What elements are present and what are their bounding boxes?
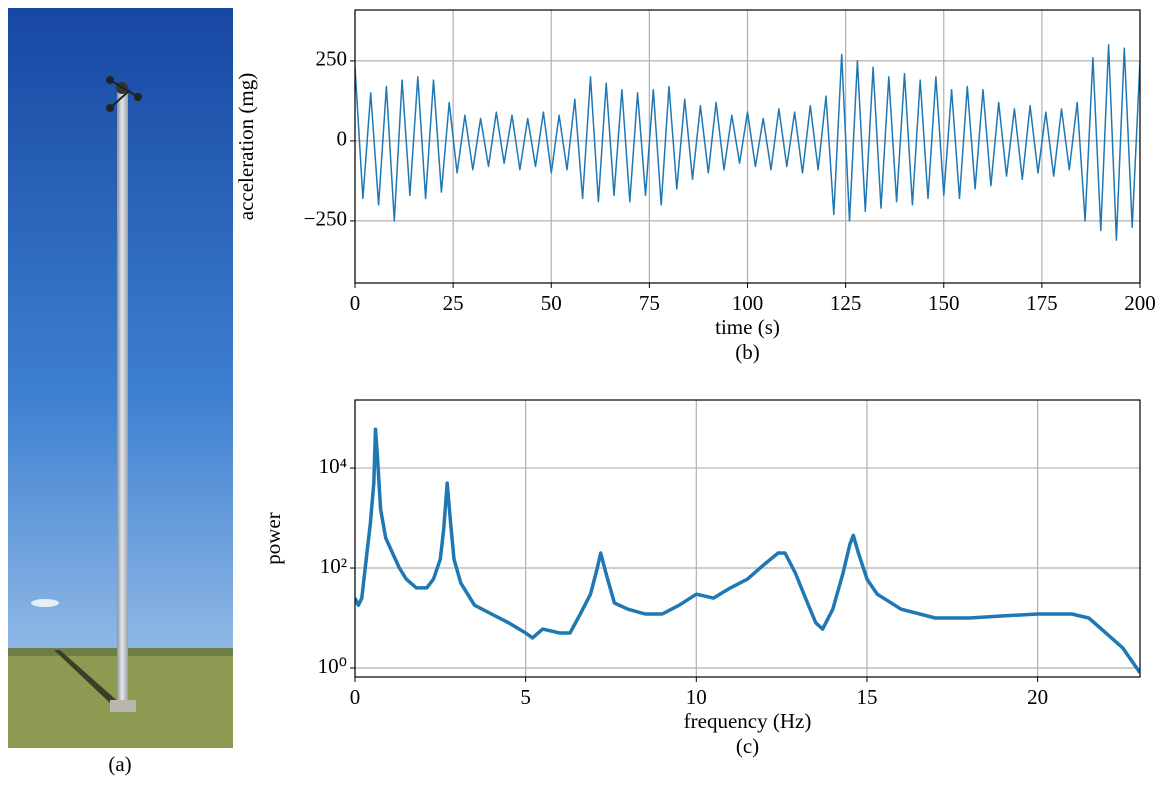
y-axis-label: acceleration (mg)	[234, 73, 258, 221]
x-tick-label: 15	[856, 685, 877, 709]
x-tick-label: 5	[520, 685, 531, 709]
x-tick-label: 10	[686, 685, 707, 709]
x-tick-label: 125	[830, 291, 862, 315]
chart-caption: (b)	[735, 340, 760, 364]
y-tick-label: 0	[337, 127, 348, 151]
x-tick-label: 20	[1027, 685, 1048, 709]
plot-frame	[354, 399, 1141, 678]
photo-caption: (a)	[108, 752, 131, 776]
y-tick-label: 10⁰	[318, 654, 347, 678]
photo: (a)	[8, 8, 233, 776]
x-tick-label: 25	[443, 291, 464, 315]
y-tick-label: 10⁴	[319, 454, 347, 478]
x-tick-label: 150	[928, 291, 960, 315]
x-tick-label: 0	[350, 291, 361, 315]
data-line	[355, 44, 1140, 241]
y-tick-label: −250	[304, 207, 347, 231]
y-tick-label: 250	[316, 47, 348, 71]
x-axis-label: time (s)	[715, 315, 780, 339]
x-tick-label: 200	[1124, 291, 1156, 315]
x-axis-label: frequency (Hz)	[684, 709, 812, 733]
x-tick-label: 75	[639, 291, 660, 315]
x-tick-label: 175	[1026, 291, 1058, 315]
x-tick-label: 50	[541, 291, 562, 315]
y-axis-label: power	[261, 512, 285, 564]
plot-frame	[354, 9, 1141, 284]
x-tick-label: 0	[350, 685, 361, 709]
x-tick-label: 100	[732, 291, 764, 315]
y-tick-label: 10²	[320, 554, 347, 578]
chart-caption: (c)	[736, 734, 759, 758]
data-line	[355, 427, 1140, 674]
